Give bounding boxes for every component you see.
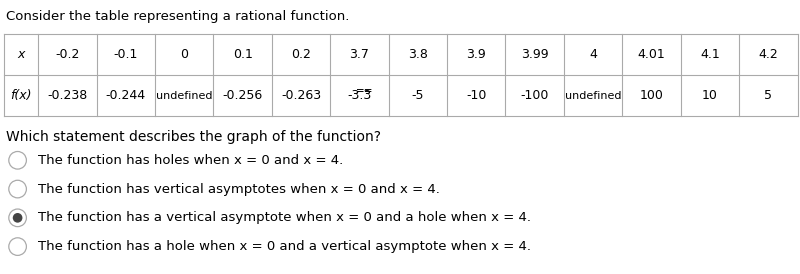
Text: -3.̿3̿: -3.̿3̿ [347,89,371,102]
Text: -100: -100 [521,89,549,102]
Text: The function has a hole when x = 0 and a vertical asymptote when x = 4.: The function has a hole when x = 0 and a… [38,240,530,253]
Text: undefined: undefined [565,91,622,101]
Text: -0.2: -0.2 [55,48,79,61]
Text: -0.244: -0.244 [106,89,146,102]
Text: 4.2: 4.2 [758,48,778,61]
Text: -0.256: -0.256 [222,89,262,102]
Text: The function has a vertical asymptote when x = 0 and a hole when x = 4.: The function has a vertical asymptote wh… [38,211,530,224]
Text: 3.8: 3.8 [408,48,428,61]
Text: 3.9: 3.9 [466,48,486,61]
Text: 4: 4 [589,48,597,61]
Text: Which statement describes the graph of the function?: Which statement describes the graph of t… [6,130,382,144]
Text: The function has holes when x = 0 and x = 4.: The function has holes when x = 0 and x … [38,154,343,167]
Text: -0.1: -0.1 [114,48,138,61]
Text: 4.01: 4.01 [638,48,666,61]
Text: -0.263: -0.263 [281,89,321,102]
Text: 100: 100 [640,89,663,102]
Text: undefined: undefined [156,91,213,101]
Text: 4.1: 4.1 [700,48,720,61]
Text: 0.2: 0.2 [291,48,311,61]
Text: Consider the table representing a rational function.: Consider the table representing a ration… [6,10,350,22]
Text: 0: 0 [180,48,188,61]
Text: 10: 10 [702,89,718,102]
Text: The function has vertical asymptotes when x = 0 and x = 4.: The function has vertical asymptotes whe… [38,182,439,196]
Text: -0.238: -0.238 [47,89,87,102]
Text: 3.99: 3.99 [521,48,549,61]
Text: -10: -10 [466,89,486,102]
Text: -5: -5 [412,89,424,102]
Text: 5: 5 [764,89,772,102]
Ellipse shape [13,213,22,223]
Text: 3.7: 3.7 [350,48,370,61]
Text: 0.1: 0.1 [233,48,253,61]
Text: x: x [18,48,25,61]
Text: f(x): f(x) [10,89,32,102]
